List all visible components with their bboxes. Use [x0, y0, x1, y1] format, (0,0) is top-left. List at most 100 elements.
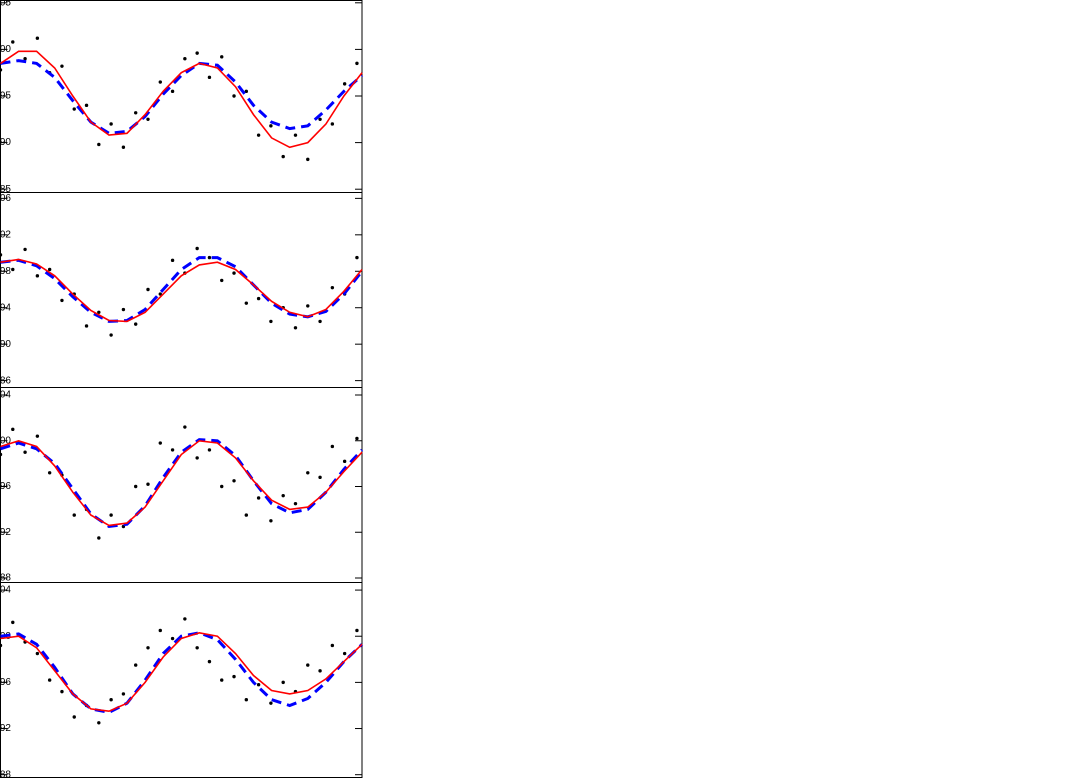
y-tick-label: 88: [0, 769, 11, 778]
data-point: [244, 89, 249, 94]
y-tick-label: 06: [0, 193, 11, 204]
data-point: [47, 267, 52, 272]
data-point: [0, 68, 3, 72]
data-point: [35, 36, 40, 40]
data-point: [244, 301, 249, 305]
data-point: [158, 628, 162, 633]
data-point: [232, 271, 236, 275]
data-point: [293, 133, 298, 137]
data-point: [183, 57, 187, 61]
y-tick-label: 88: [0, 573, 11, 584]
panel-frame: [0, 387, 363, 583]
data-point: [220, 55, 224, 59]
data-point: [318, 669, 322, 673]
panel-frame: [0, 192, 363, 388]
y-tick-label: 94: [0, 302, 11, 313]
y-tick-label: 96: [0, 677, 11, 688]
y-tick-label: 04: [0, 585, 11, 596]
data-point: [146, 482, 150, 486]
data-point: [121, 307, 126, 312]
data-point: [220, 484, 224, 489]
y-tick-label: 04: [0, 390, 11, 401]
data-point: [97, 721, 101, 725]
data-point: [330, 643, 335, 648]
data-point: [72, 107, 76, 111]
data-point: [23, 247, 27, 252]
y-tick-label: 90: [0, 339, 11, 350]
data-point: [97, 142, 101, 147]
data-point: [109, 122, 113, 126]
data-point: [269, 519, 273, 523]
data-point: [269, 319, 273, 324]
data-point: [170, 258, 175, 263]
data-point: [256, 133, 261, 137]
data-point: [134, 111, 138, 115]
data-point: [342, 651, 347, 656]
data-point: [306, 304, 310, 308]
y-tick-label: 92: [0, 527, 11, 538]
data-point: [330, 444, 335, 449]
solid-curve: [0, 50, 363, 149]
data-point: [11, 267, 15, 272]
dashed-curve: [0, 59, 363, 135]
y-tick-label: 90: [0, 137, 11, 148]
data-point: [232, 94, 236, 98]
data-point: [0, 643, 3, 648]
data-point: [195, 456, 199, 460]
data-point: [0, 452, 3, 457]
data-point: [134, 322, 138, 326]
solid-curve: [0, 439, 363, 527]
data-point: [256, 496, 261, 500]
y-tick-label: 85: [0, 184, 11, 195]
data-point: [97, 536, 101, 540]
dashed-curve: [0, 256, 364, 323]
data-point: [195, 246, 199, 251]
data-point: [232, 674, 236, 679]
data-point: [281, 680, 285, 685]
data-point: [146, 117, 150, 122]
y-tick-label: 02: [0, 229, 11, 240]
data-point: [306, 471, 310, 475]
data-point: [195, 646, 199, 650]
data-point: [146, 287, 150, 292]
data-point: [269, 124, 273, 128]
data-point: [207, 255, 212, 260]
y-tick-label: 96: [0, 481, 11, 492]
data-point: [281, 154, 285, 159]
data-point: [146, 646, 150, 650]
data-point: [97, 310, 101, 314]
data-point: [170, 448, 175, 452]
y-tick-label: 05: [0, 0, 11, 8]
data-point: [11, 427, 15, 432]
data-point: [35, 274, 40, 278]
data-point: [207, 75, 212, 80]
data-point: [244, 697, 249, 702]
data-point: [109, 697, 113, 702]
data-point: [342, 82, 347, 86]
data-point: [72, 513, 76, 517]
data-point: [35, 651, 40, 656]
data-point: [269, 701, 273, 705]
data-point: [72, 715, 76, 719]
data-point: [23, 57, 27, 61]
data-point: [183, 425, 187, 429]
data-point: [207, 659, 212, 664]
data-point: [220, 278, 224, 283]
data-point: [109, 513, 113, 517]
data-point: [195, 51, 199, 55]
y-tick-label: 00: [0, 435, 11, 446]
data-point: [60, 689, 64, 694]
data-point: [330, 285, 335, 290]
solid-curve: [0, 631, 363, 713]
data-point: [306, 157, 310, 162]
y-tick-label: 00: [0, 44, 11, 55]
data-point: [220, 678, 224, 682]
data-point: [318, 319, 322, 324]
data-point: [355, 255, 359, 260]
dashed-curve: [0, 631, 364, 714]
data-point: [170, 89, 175, 94]
data-point: [84, 103, 89, 108]
data-point: [109, 333, 113, 337]
data-point: [293, 501, 298, 506]
